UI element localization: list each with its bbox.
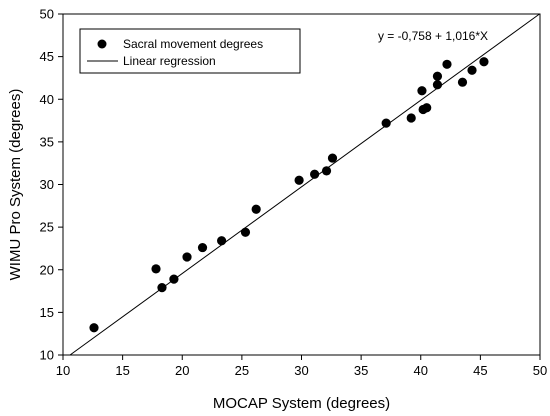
data-point (479, 57, 489, 67)
data-point (422, 103, 432, 113)
x-tick-label: 40 (414, 363, 428, 378)
y-tick-label: 25 (40, 220, 54, 235)
legend-box (79, 28, 301, 74)
data-point (182, 252, 192, 262)
regression-line-group (69, 13, 540, 356)
data-point (294, 175, 304, 185)
data-point (217, 236, 227, 246)
data-point (327, 153, 338, 163)
x-tick-label: 10 (56, 363, 70, 378)
regression-line (69, 13, 540, 356)
y-tick-label: 30 (40, 177, 54, 192)
x-tick-label: 45 (473, 363, 487, 378)
y-tick-label: 20 (40, 262, 54, 277)
data-point (240, 227, 251, 237)
data-point (89, 323, 99, 333)
data-point (442, 59, 452, 69)
y-axis-title: WIMU Pro System (degrees) (7, 89, 24, 281)
legend: Sacral movement degrees Linear regressio… (79, 28, 301, 74)
x-tick-label: 15 (115, 363, 129, 378)
data-points (89, 57, 489, 333)
y-tick-label: 10 (40, 348, 54, 363)
y-tick-label: 50 (40, 7, 54, 22)
data-point (432, 71, 443, 81)
data-point (310, 169, 320, 179)
data-point (467, 65, 477, 75)
y-tick-label: 15 (40, 305, 54, 320)
y-tick-label: 35 (40, 134, 54, 149)
data-point (169, 274, 179, 284)
data-point (406, 113, 416, 123)
legend-label-regression: Linear regression (123, 54, 216, 68)
x-tick-label: 30 (294, 363, 308, 378)
legend-marker-scatter (97, 39, 107, 49)
data-point (432, 80, 443, 90)
y-axis-ticks: 10 15 20 25 30 35 40 45 50 (40, 7, 63, 363)
data-point (251, 204, 261, 214)
data-point (321, 166, 332, 176)
x-tick-label: 25 (235, 363, 249, 378)
data-point (157, 283, 167, 293)
data-point (457, 77, 468, 87)
y-tick-label: 45 (40, 49, 54, 64)
legend-label-scatter: Sacral movement degrees (123, 37, 263, 51)
x-axis-title: MOCAP System (degrees) (213, 395, 390, 412)
x-tick-label: 35 (354, 363, 368, 378)
y-tick-label: 40 (40, 92, 54, 107)
x-axis-ticks: 10 15 20 25 30 35 40 45 50 (56, 355, 547, 378)
data-point (381, 118, 391, 128)
data-point (197, 242, 208, 253)
data-point (417, 86, 427, 96)
regression-equation: y = -0,758 + 1,016*X (378, 29, 488, 43)
x-tick-label: 50 (533, 363, 547, 378)
data-point (151, 264, 161, 274)
x-tick-label: 20 (175, 363, 189, 378)
